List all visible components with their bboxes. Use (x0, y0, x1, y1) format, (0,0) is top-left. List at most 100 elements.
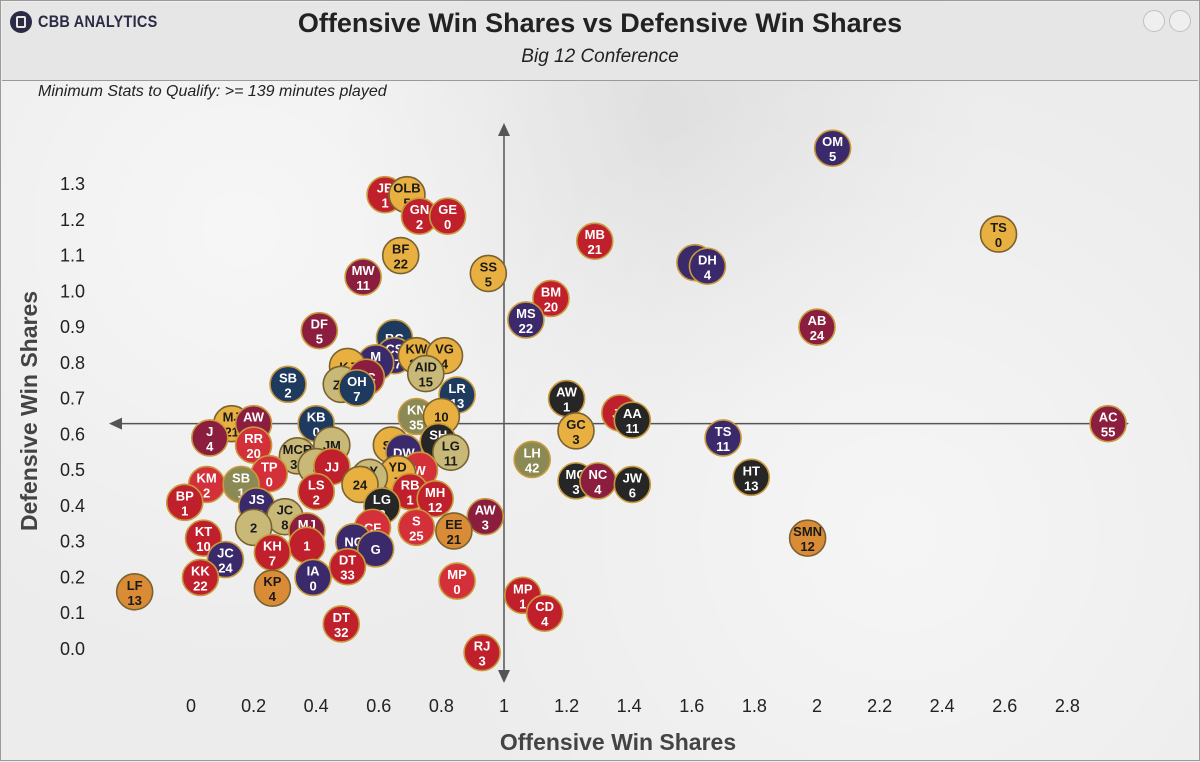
y-tick-label: 0.5 (60, 460, 85, 480)
point-initials: AC (1099, 410, 1118, 425)
point-initials: GE (438, 202, 457, 217)
point-initials: SB (232, 470, 250, 485)
basketball-logo-icon (10, 11, 32, 33)
data-point: AW1 (547, 379, 586, 418)
point-marker (338, 369, 376, 407)
point-number: 10 (196, 539, 210, 554)
point-marker (431, 433, 470, 472)
window-button-icon[interactable] (1169, 10, 1191, 32)
data-point: 1 (288, 526, 326, 565)
point-number: 24 (810, 328, 825, 343)
y-tick-label: 1.1 (60, 246, 85, 266)
point-initials: AW (475, 503, 497, 518)
point-initials: KK (191, 563, 210, 578)
point-initials: OLB (393, 181, 420, 196)
point-initials: SB (279, 370, 297, 385)
point-initials: SS (480, 259, 498, 274)
point-initials: JC (217, 546, 234, 561)
point-marker (557, 412, 595, 450)
point-number: 55 (1101, 425, 1115, 440)
window-button-icon[interactable] (1143, 10, 1165, 32)
point-marker (732, 458, 771, 497)
point-initials: LR (448, 381, 466, 396)
point-number: 15 (419, 375, 433, 390)
data-point: GN2 (400, 197, 439, 235)
data-point: IA0 (294, 558, 332, 597)
y-tick-label: 1.0 (60, 281, 85, 301)
point-initials: VG (435, 342, 454, 357)
point-number: 10 (434, 409, 448, 424)
point-initials: S (412, 513, 421, 528)
y-tick-label: 0.1 (60, 603, 85, 623)
point-initials: KB (307, 410, 326, 425)
point-initials: EE (445, 517, 463, 532)
data-point: KP4 (253, 569, 292, 607)
point-initials: GN (410, 202, 430, 217)
down-arrow-icon (498, 670, 510, 683)
point-initials: JC (277, 503, 294, 518)
point-number: 3 (572, 432, 579, 447)
point-initials: SMN (793, 524, 822, 539)
point-marker (181, 558, 220, 597)
point-number: 24 (353, 477, 368, 492)
point-marker (525, 594, 564, 633)
point-initials: AW (243, 410, 265, 425)
point-marker (798, 308, 836, 346)
point-initials: LS (308, 478, 325, 493)
point-initials: BF (392, 242, 409, 257)
point-initials: M (370, 349, 381, 364)
x-tick-label: 0 (186, 696, 196, 716)
data-point: KH7 (253, 533, 292, 572)
point-number: 21 (588, 242, 602, 257)
qualify-note: Minimum Stats to Qualify: >= 139 minutes… (38, 83, 387, 100)
point-number: 5 (829, 149, 836, 164)
point-marker (356, 530, 395, 568)
point-number: 0 (266, 475, 273, 490)
x-tick-label: 0.4 (304, 696, 329, 716)
data-point: JW6 (613, 465, 652, 504)
chart-subtitle: Big 12 Conference (521, 46, 679, 67)
data-point: TS0 (979, 215, 1018, 253)
x-tick-label: 2.8 (1055, 696, 1080, 716)
x-tick-label: 2.6 (992, 696, 1017, 716)
point-number: 11 (356, 278, 370, 293)
point-initials: DT (339, 553, 356, 568)
header: CBB ANALYTICS Offensive Win Shares vs De… (2, 2, 1198, 81)
x-tick-label: 1.6 (679, 696, 704, 716)
point-number: 21 (447, 532, 461, 547)
point-number: 5 (316, 332, 323, 347)
point-initials: KH (263, 538, 282, 553)
x-tick-label: 1.4 (617, 696, 642, 716)
point-number: 25 (409, 528, 423, 543)
y-tick-label: 0.4 (60, 496, 85, 516)
data-point: DF5 (300, 311, 339, 350)
point-marker (428, 197, 467, 235)
y-tick-label: 1.2 (60, 210, 85, 230)
chart-title: Offensive Win Shares vs Defensive Win Sh… (297, 8, 903, 38)
point-initials: KN (407, 402, 426, 417)
point-marker (507, 301, 545, 339)
point-number: 1 (237, 485, 244, 500)
point-marker (115, 572, 154, 611)
point-number: 0 (453, 582, 460, 597)
point-marker (613, 401, 652, 439)
point-initials: RB (401, 478, 420, 493)
point-number: 42 (525, 460, 539, 475)
point-number: 0 (995, 235, 1002, 250)
point-number: 32 (334, 625, 348, 640)
point-number: 11 (716, 439, 730, 454)
point-number: 4 (541, 614, 549, 629)
point-marker (190, 419, 229, 457)
data-point: BP1 (165, 483, 204, 522)
point-number: 2 (313, 493, 320, 508)
point-marker (466, 497, 505, 536)
